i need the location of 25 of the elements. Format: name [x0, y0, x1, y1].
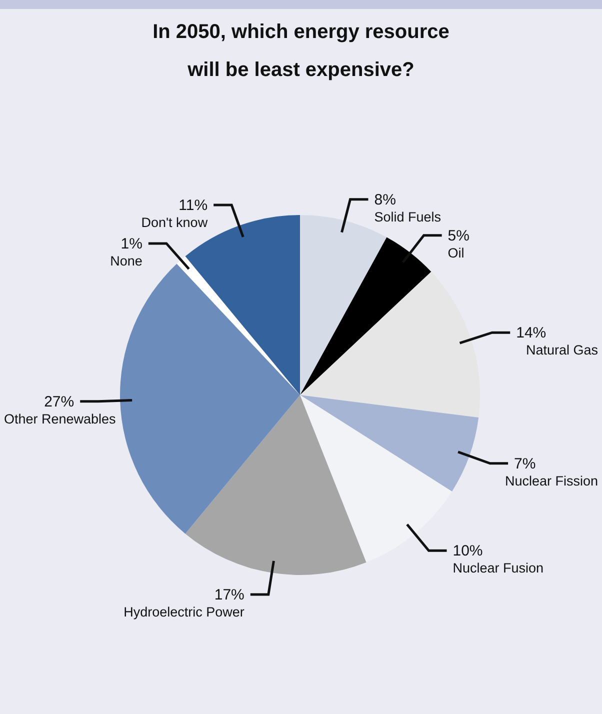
- data-label: 14%: [516, 324, 546, 342]
- slice-label: Oil: [448, 245, 464, 260]
- chart-title: In 2050, which energy resource will be least expensive?: [152, 21, 450, 81]
- slice-label: Nuclear Fission: [504, 473, 598, 488]
- pie-slice: [300, 272, 480, 418]
- pie-slice: [185, 395, 366, 575]
- slice-label: None: [110, 253, 142, 268]
- pie-slice: [176, 256, 300, 395]
- pie-slice: [300, 395, 452, 562]
- data-label: 5%: [448, 227, 470, 244]
- data-label: 27%: [44, 393, 74, 410]
- slice-label: Other Renewables: [4, 411, 116, 426]
- data-label: 1%: [120, 235, 142, 252]
- slice-label: Nuclear Fusion: [452, 560, 544, 576]
- slice-label: Don't know: [141, 214, 208, 230]
- data-label: 11%: [178, 196, 208, 214]
- data-label: 10%: [452, 542, 483, 560]
- slice-label: Hydroelectric Power: [124, 604, 245, 620]
- pie-slice: [300, 237, 432, 395]
- slice-label: Solid Fuels: [374, 209, 442, 224]
- slice-label: Natural Gas: [526, 342, 598, 358]
- data-label: 8%: [374, 191, 396, 208]
- data-label: 17%: [214, 586, 244, 604]
- data-label: 7%: [514, 455, 536, 472]
- pie-slice: [300, 395, 479, 492]
